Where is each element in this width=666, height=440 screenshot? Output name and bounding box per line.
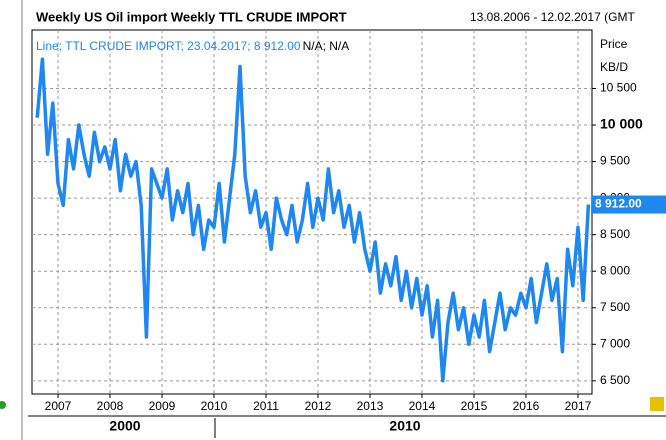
decade-label: 2010 (389, 418, 420, 434)
x-tick-label: 2009 (149, 399, 176, 413)
header (28, 5, 666, 29)
current-value-badge (592, 195, 666, 214)
x-tick-label: 2008 (97, 399, 124, 413)
chart-title: Weekly US Oil import Weekly TTL CRUDE IM… (36, 9, 347, 24)
y-tick-label: 8 000 (600, 263, 630, 277)
data-line (35, 57, 591, 383)
x-tick-label: 2011 (253, 399, 279, 413)
x-tick-label: 2015 (461, 399, 488, 413)
status-icon (0, 401, 6, 409)
x-tick-label: 2012 (305, 399, 332, 413)
y-tick-label: 7 500 (600, 300, 630, 314)
y-tick-label: 6 500 (600, 373, 630, 387)
x-tick-label: 2007 (45, 399, 72, 413)
legend-text: Line; TTL CRUDE IMPORT; 23.04.2017; 8 91… (36, 39, 349, 53)
y-tick-label: 8 500 (600, 227, 630, 241)
y-tick-label: 7 000 (600, 336, 630, 350)
x-tick-label: 2014 (409, 399, 436, 413)
decade-label: 2000 (109, 418, 140, 434)
x-tick-label: 2010 (201, 399, 228, 413)
tool-icon[interactable] (650, 397, 664, 411)
y-tick-label: 9 500 (600, 154, 630, 168)
y-axis-unit: KB/D (600, 60, 628, 74)
x-tick-label: 2017 (565, 399, 592, 413)
x-tick-label: 2016 (513, 399, 540, 413)
date-range: 13.08.2006 - 12.02.2017 (GMT (470, 10, 635, 24)
x-tick-label: 2013 (357, 399, 384, 413)
current-value-label: 8 912.00 (595, 197, 642, 211)
legend-extra: N/A; N/A (303, 39, 350, 53)
y-axis-title: Price (600, 37, 628, 51)
y-tick-label: 10 500 (600, 81, 637, 95)
legend-entry: Line; TTL CRUDE IMPORT; 23.04.2017; 8 91… (36, 39, 301, 53)
y-tick-label: 10 000 (600, 116, 643, 132)
